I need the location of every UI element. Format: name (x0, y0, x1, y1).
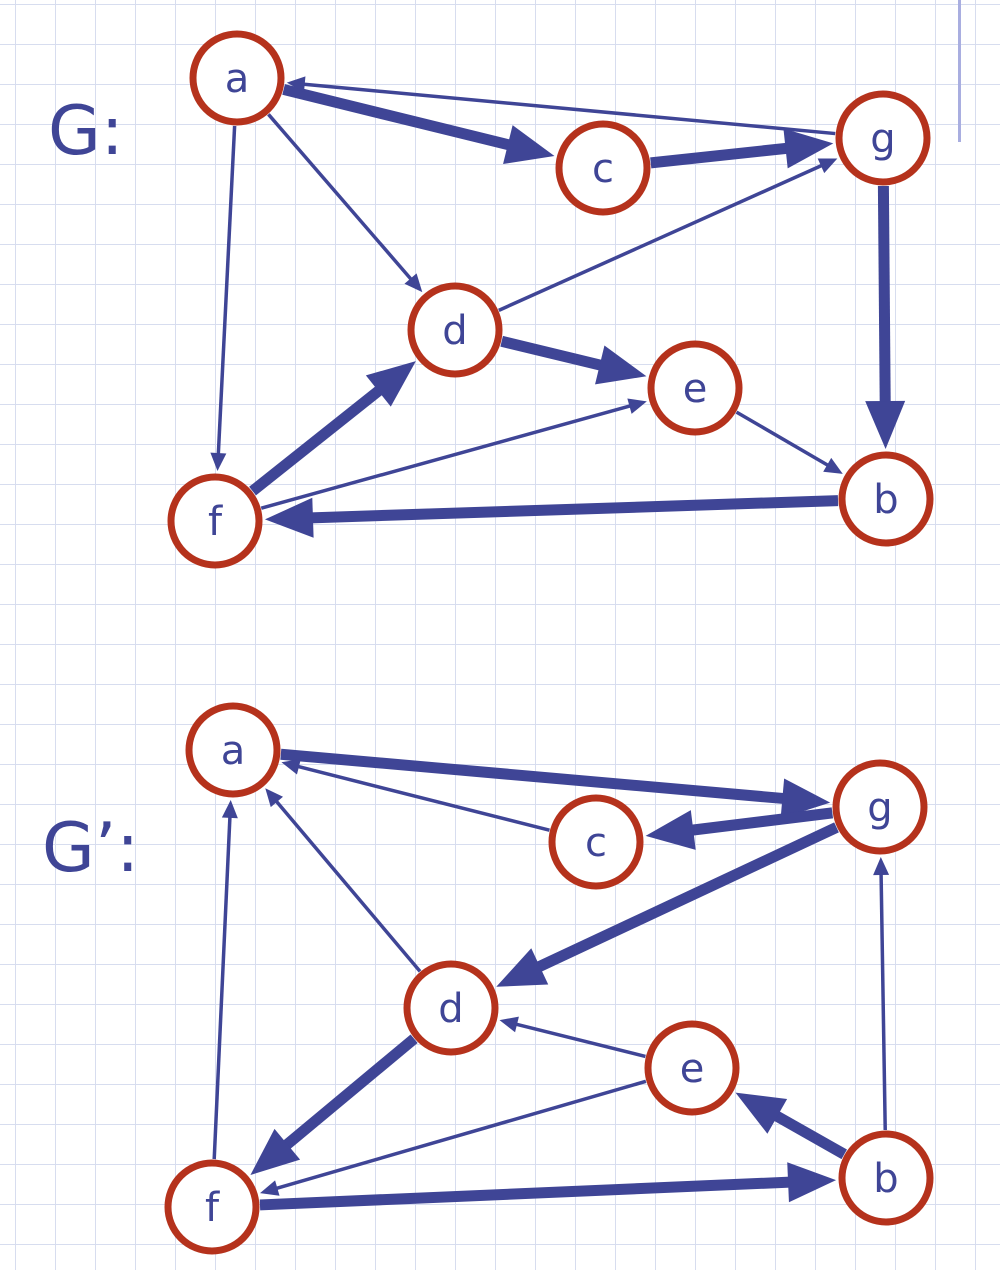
graph-g: G: a c g d e f b (0, 0, 1000, 620)
edge-b-e (735, 1092, 847, 1160)
edge-g-a (286, 76, 836, 136)
node-c: c (555, 120, 651, 216)
edge-g-b (865, 185, 906, 450)
node-label: c (585, 820, 607, 866)
node-label: a (221, 728, 246, 774)
edge-b-f (264, 495, 839, 538)
edge-d-a (265, 788, 422, 973)
arrowhead (627, 398, 647, 414)
edge-g-d (496, 822, 839, 987)
edge-d-e (500, 335, 647, 385)
node-d: d (403, 960, 499, 1056)
edge-a-f (210, 125, 237, 472)
node-label: d (442, 308, 467, 354)
slide-accent-bar (958, 0, 961, 142)
graph-g-prime-canvas: a g c d e f b (164, 702, 934, 1255)
arrowhead (499, 1016, 519, 1033)
edge-e-d (499, 1016, 646, 1059)
node-g: g (832, 759, 928, 855)
graph-label: G: (48, 92, 124, 171)
arrowhead (365, 361, 416, 407)
arrowhead (787, 1162, 837, 1203)
node-label: g (867, 785, 892, 831)
node-label: e (683, 366, 708, 412)
edge-d-g (498, 158, 838, 312)
arrowhead (783, 128, 834, 169)
arrowhead (265, 788, 283, 808)
arrowhead (281, 758, 301, 775)
edge-a-c (282, 84, 555, 165)
node-label: e (680, 1046, 705, 1092)
node-b: b (838, 1130, 934, 1226)
arrowhead (823, 457, 843, 474)
node-label: f (205, 1185, 220, 1231)
edge-b-g (873, 856, 890, 1131)
edge-f-e (260, 398, 647, 510)
edge-f-d (249, 361, 416, 496)
arrowhead (286, 76, 306, 93)
arrowhead (817, 158, 838, 174)
edge-f-a (212, 799, 238, 1160)
edge-f-b (259, 1162, 837, 1211)
arrowhead (503, 125, 555, 165)
edge-c-g (650, 128, 834, 169)
node-a: a (185, 702, 281, 798)
arrowhead (780, 778, 831, 819)
graph-g-canvas: a c g d e f b (167, 30, 934, 569)
node-b: b (838, 451, 934, 547)
edge-a-g (280, 748, 831, 819)
arrowhead (260, 1180, 280, 1196)
graph-g-prime: G’: a g c d e f b (0, 660, 1000, 1270)
arrowhead (645, 810, 696, 850)
node-e: e (644, 1020, 740, 1116)
node-label: b (873, 477, 898, 523)
node-label: a (225, 56, 250, 102)
node-f: f (164, 1159, 260, 1255)
arrowhead (873, 856, 890, 876)
edge-a-d (267, 113, 423, 293)
edge-d-f (250, 1034, 418, 1176)
node-c: c (548, 794, 644, 890)
arrowhead (404, 273, 423, 293)
arrowhead (250, 1128, 301, 1176)
arrowhead (735, 1092, 788, 1134)
node-label: f (208, 499, 223, 545)
graph-label: G’: (42, 809, 140, 888)
node-g: g (835, 90, 931, 186)
edge-e-f (260, 1079, 647, 1196)
arrowhead (210, 452, 227, 472)
node-e: e (647, 340, 743, 436)
node-f: f (167, 473, 263, 569)
arrowhead (865, 400, 906, 450)
arrowhead (221, 799, 238, 819)
arrowhead (496, 948, 549, 987)
edge-e-b (735, 410, 843, 474)
node-label: b (873, 1156, 898, 1202)
node-d: d (407, 282, 503, 378)
node-label: d (438, 986, 463, 1032)
node-label: g (870, 116, 895, 162)
node-label: c (592, 146, 614, 192)
edge-c-a (281, 758, 550, 832)
arrowhead (264, 497, 314, 538)
arrowhead (595, 345, 647, 385)
node-a: a (189, 30, 285, 126)
edge-g-c (645, 807, 834, 850)
